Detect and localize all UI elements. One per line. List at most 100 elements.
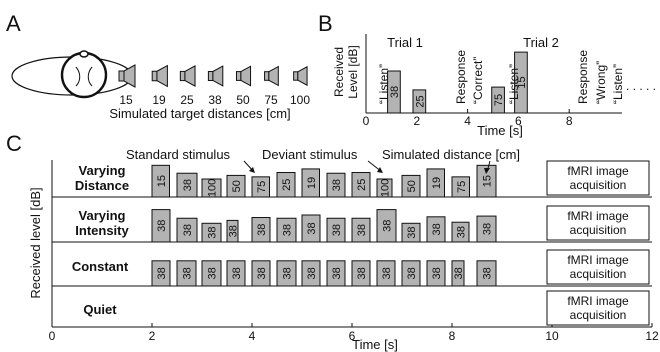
left-ear-icon [75, 66, 81, 87]
stimulus-block [276, 172, 296, 198]
distance-label: 50 [236, 93, 250, 107]
stimulus-block [351, 217, 371, 243]
stimulus-label: 25 [281, 179, 293, 191]
stimulus-block [151, 260, 171, 287]
panel-a: A 15 19 25 38 50 75 100 Simulated target dista… [6, 11, 310, 121]
stimulus-label: 38 [331, 179, 343, 191]
panel-c-ticks: 0 2 4 6 8 10 12 [49, 323, 659, 343]
stimulus-label: 15 [482, 175, 494, 187]
panel-c-tick-label: 2 [149, 329, 156, 343]
stimulus-block [351, 172, 371, 198]
stimulus-block [226, 219, 239, 243]
panel-c: C Received level [dB] 0 2 4 6 8 10 12 VaryingD… [6, 131, 659, 352]
stimulus-label: 38 [156, 220, 168, 232]
stimulus-block [351, 260, 371, 287]
panel-c-ylabel: Received level [dB] [28, 187, 43, 298]
panel-c-tick-label: 0 [49, 329, 56, 343]
continuation-dots: . . . . . [626, 79, 656, 93]
panel-b-bar-label: 15 [516, 76, 528, 88]
speaker-icon [151, 64, 168, 88]
stimulus-block [176, 217, 198, 243]
stimulus-label: 38 [331, 267, 343, 279]
nose-icon [79, 50, 89, 58]
stimulus-label: 38 [453, 267, 465, 279]
stimulus-label: 38 [406, 267, 418, 279]
panel-b-tick-label: 4 [464, 114, 471, 128]
stimulus-block [301, 260, 321, 287]
stimulus-label: 38 [182, 224, 194, 236]
condition-row: Constant 38 38 38 38 38 38 38 38 38 38 38 38 38 38 fMRI… [52, 249, 652, 287]
row-name: Distance [75, 178, 129, 193]
stimulus-label: 50 [406, 180, 418, 192]
stimulus-block [326, 172, 346, 198]
stimulus-block [326, 217, 346, 243]
panel-c-tick-label: 4 [249, 329, 256, 343]
fmri-acquisition-box [546, 290, 650, 326]
speaker-row: 15 19 25 38 50 75 100 [118, 64, 310, 107]
stimulus-label: 15 [156, 175, 168, 187]
fmri-acquisition-box [546, 249, 650, 285]
trial2-label: Trial 2 [523, 35, 559, 50]
simulated-distance-arrowhead [484, 168, 490, 174]
panel-b-bar [412, 89, 427, 114]
stimulus-label: 38 [482, 223, 494, 235]
stimulus-block [401, 260, 421, 287]
stimulus-label: 100 [207, 179, 219, 197]
speaker-icon [118, 64, 136, 88]
row-name: Intensity [75, 223, 129, 238]
stimulus-label: 100 [380, 179, 392, 197]
panel-b-bar [387, 70, 401, 114]
fmri-acquisition-box [546, 205, 650, 241]
panel-c-tick-label: 8 [449, 329, 456, 343]
stimulus-label: 19 [306, 177, 318, 189]
response-label-1: Response [454, 50, 468, 104]
stimulus-label: 38 [182, 267, 194, 279]
panel-c-label: C [6, 131, 22, 156]
stimulus-label: 38 [156, 267, 168, 279]
fmri-label: fMRI image [567, 294, 629, 308]
stimulus-label: 75 [256, 181, 268, 193]
panel-b-label: B [318, 11, 333, 36]
stimulus-label: 38 [306, 267, 318, 279]
panel-b-tick-label: 0 [363, 114, 370, 128]
panel-b-tick-label: 8 [566, 114, 573, 128]
stimulus-label: 38 [228, 225, 240, 237]
stimulus-block [251, 260, 271, 287]
panel-b-ylabel-line1: Received [332, 47, 346, 97]
stimulus-label: 38 [282, 267, 294, 279]
fmri-acquisition-box [546, 160, 650, 196]
stimulus-label: 38 [306, 222, 318, 234]
fmri-label: fMRI image [567, 209, 629, 223]
panel-c-tick-label: 12 [645, 329, 659, 343]
speaker-icon [207, 65, 224, 87]
stimulus-label: 38 [282, 224, 294, 236]
stimulus-block [476, 260, 497, 287]
panel-a-label: A [6, 11, 21, 36]
stimulus-block [276, 217, 297, 243]
correct-label: “Correct” [471, 57, 485, 104]
stimulus-block [176, 172, 198, 198]
stimulus-block [376, 178, 393, 198]
stimulus-block [201, 178, 222, 198]
stimulus-block [426, 260, 446, 287]
stimulus-block [151, 164, 170, 198]
stimulus-block [201, 222, 222, 243]
stimulus-label: 50 [231, 180, 243, 192]
speaker-icon [293, 65, 308, 87]
standard-stimulus-arrowhead [249, 167, 255, 173]
row-name: Varying [79, 208, 126, 223]
speaker-icon [179, 65, 196, 87]
stimulus-block [201, 260, 222, 287]
listen-label-3: “Listen” [611, 64, 625, 104]
fmri-label: acquisition [570, 308, 627, 322]
distance-label: 15 [119, 93, 133, 107]
stimulus-block [426, 168, 445, 198]
distance-label: 75 [264, 93, 278, 107]
stimulus-label: 38 [231, 267, 243, 279]
deviant-stimulus-arrowhead [377, 167, 383, 173]
stimulus-block [451, 176, 470, 198]
listen-label-2: “Listen” [507, 64, 521, 104]
stimulus-block [176, 260, 197, 287]
